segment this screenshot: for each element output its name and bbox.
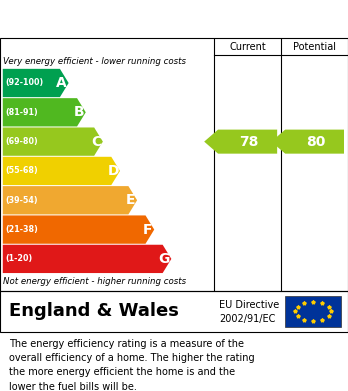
Text: 2002/91/EC: 2002/91/EC [219,314,276,325]
Text: 80: 80 [306,135,326,149]
Polygon shape [3,215,154,244]
Text: Current: Current [229,42,266,52]
Text: (55-68): (55-68) [6,167,38,176]
Polygon shape [204,129,277,154]
Text: G: G [159,252,170,266]
Polygon shape [3,245,171,273]
Text: The energy efficiency rating is a measure of the
overall efficiency of a home. T: The energy efficiency rating is a measur… [9,339,254,391]
Text: (69-80): (69-80) [6,137,38,146]
Text: B: B [73,105,84,119]
Text: 78: 78 [239,135,259,149]
Text: (1-20): (1-20) [6,255,33,264]
Bar [285,296,341,327]
Polygon shape [3,98,86,126]
Text: F: F [143,222,152,237]
Text: EU Directive: EU Directive [219,300,279,310]
Text: C: C [91,135,101,149]
Text: Not energy efficient - higher running costs: Not energy efficient - higher running co… [3,277,187,286]
Text: Potential: Potential [293,42,336,52]
Text: D: D [107,164,119,178]
Text: Very energy efficient - lower running costs: Very energy efficient - lower running co… [3,57,187,66]
Polygon shape [3,157,120,185]
Text: E: E [125,193,135,207]
Polygon shape [3,69,69,97]
Text: (81-91): (81-91) [6,108,38,117]
Text: England & Wales: England & Wales [9,302,179,321]
Text: (21-38): (21-38) [6,225,38,234]
Polygon shape [3,127,103,156]
Text: A: A [56,76,67,90]
Text: Energy Efficiency Rating: Energy Efficiency Rating [9,12,230,27]
Polygon shape [3,186,137,214]
Polygon shape [271,129,344,154]
Text: (39-54): (39-54) [6,196,38,205]
Text: (92-100): (92-100) [6,79,44,88]
